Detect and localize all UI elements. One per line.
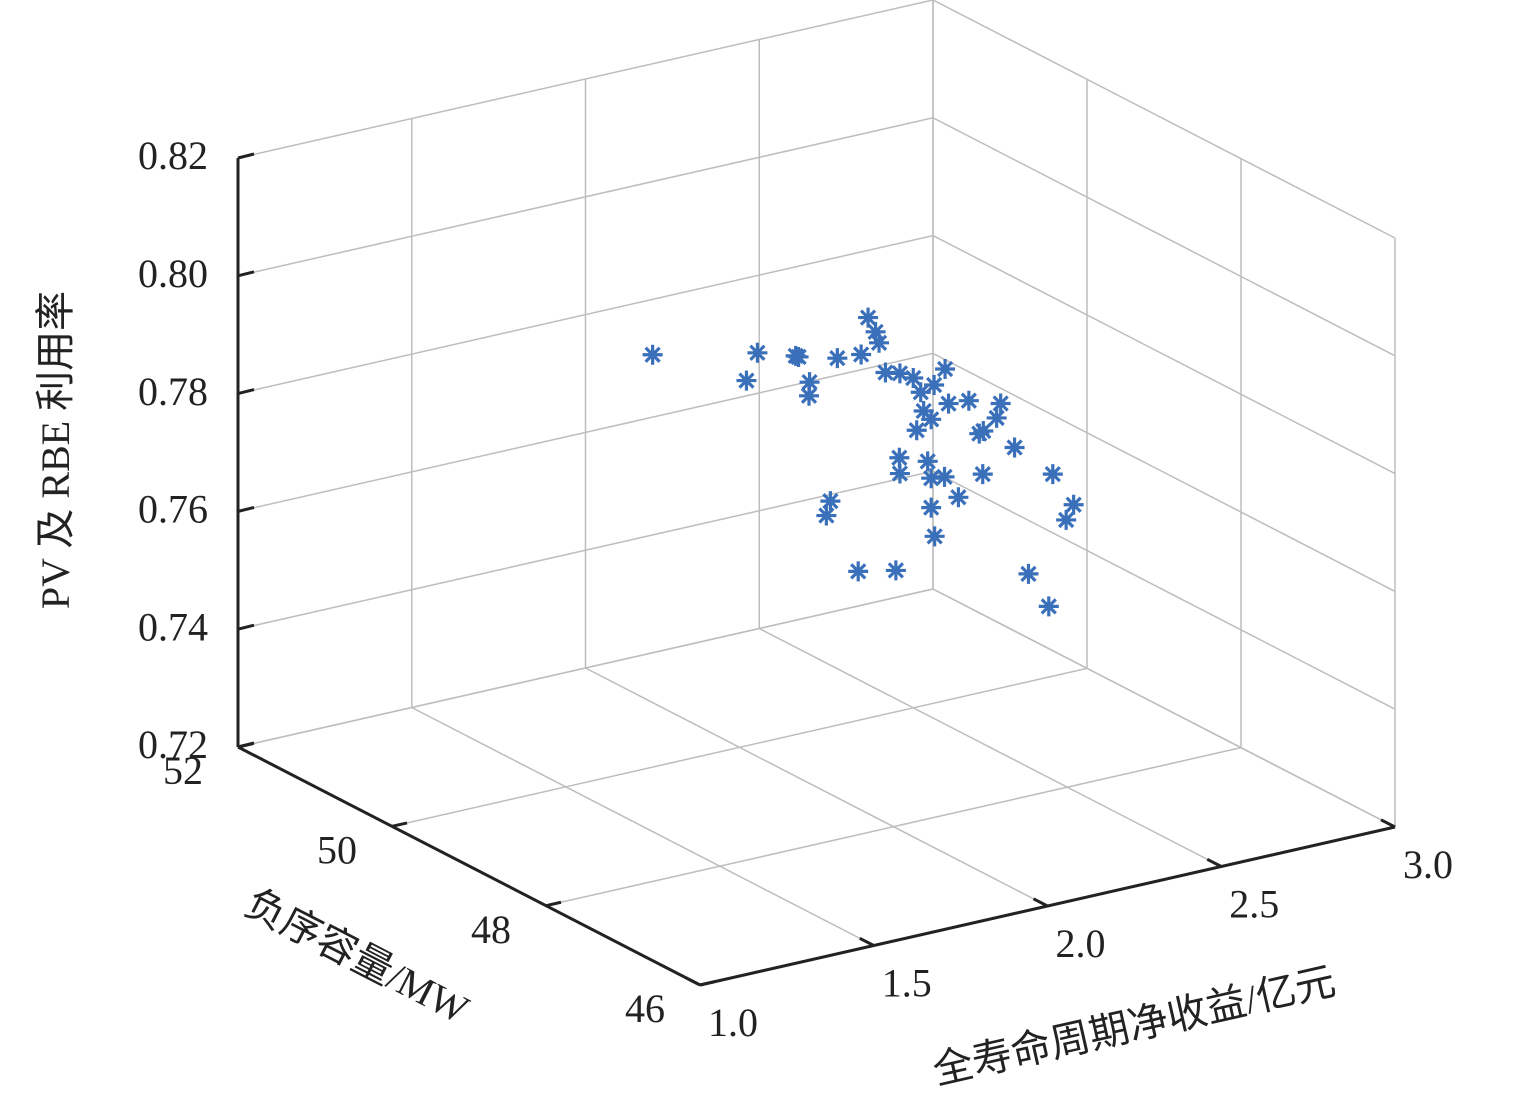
point xyxy=(848,561,869,582)
grid-line xyxy=(758,627,1222,868)
point xyxy=(889,447,910,468)
point xyxy=(889,363,910,384)
y-tick-label: 52 xyxy=(163,748,203,793)
y-tick-label: 48 xyxy=(471,907,511,952)
y-tick xyxy=(545,900,562,908)
grid-line xyxy=(932,352,1396,593)
point xyxy=(990,393,1011,414)
point xyxy=(924,375,945,396)
z-tick xyxy=(237,270,255,278)
point xyxy=(986,407,1007,428)
point xyxy=(788,346,809,367)
point xyxy=(938,393,959,414)
points xyxy=(642,307,1084,617)
y-tick-label: 46 xyxy=(625,986,665,1031)
y-tick xyxy=(391,821,408,828)
grid-line xyxy=(545,746,1242,907)
point xyxy=(917,451,938,472)
point xyxy=(747,342,768,363)
z-tick-label: 0.76 xyxy=(138,487,208,532)
point xyxy=(1038,596,1059,617)
x-tick-label: 1.0 xyxy=(708,1000,758,1045)
z-tick-label: 0.82 xyxy=(138,133,208,178)
point xyxy=(642,344,663,365)
point xyxy=(969,423,990,444)
point xyxy=(921,497,942,518)
point xyxy=(1042,464,1063,485)
x-tick xyxy=(1380,818,1396,829)
y-axis-label: 负序容量/MW xyxy=(238,880,476,1032)
x-tick-label: 1.5 xyxy=(882,961,932,1006)
point xyxy=(934,466,955,487)
z-tick-label: 0.74 xyxy=(138,604,208,649)
grid-line xyxy=(932,117,1396,357)
point xyxy=(1063,494,1084,515)
point xyxy=(913,400,934,421)
point xyxy=(948,487,969,508)
point xyxy=(799,372,820,393)
point xyxy=(816,505,837,526)
point xyxy=(827,348,848,369)
point xyxy=(869,332,890,353)
point xyxy=(903,367,924,388)
point xyxy=(858,307,879,328)
y-tick xyxy=(699,980,716,987)
x-tick xyxy=(1206,857,1222,868)
z-tick-label: 0.72 xyxy=(138,722,208,767)
grid-line xyxy=(391,667,1088,828)
point xyxy=(924,526,945,547)
point xyxy=(972,464,993,485)
grid-line xyxy=(932,588,1396,828)
point xyxy=(885,560,906,581)
grid-line xyxy=(932,234,1396,475)
z-tick xyxy=(237,152,255,160)
point xyxy=(865,321,886,342)
x-tick-label: 2.5 xyxy=(1229,882,1279,927)
point xyxy=(958,390,979,411)
point xyxy=(921,409,942,430)
x-axis-label: 全寿命周期净收益/亿元 xyxy=(929,958,1340,1093)
point xyxy=(736,370,757,391)
y-tick xyxy=(237,742,254,749)
point xyxy=(906,420,927,441)
x-tick-label: 2.0 xyxy=(1056,921,1106,966)
point xyxy=(921,468,942,489)
y-axis xyxy=(237,745,701,987)
grid-line xyxy=(411,706,875,947)
z-tick-label: 0.78 xyxy=(138,369,208,414)
point xyxy=(799,385,819,406)
point xyxy=(910,382,931,403)
z-axis-label: PV 及 RBE 利用率 xyxy=(33,291,78,609)
point xyxy=(1056,509,1077,530)
z-tick-label: 0.80 xyxy=(138,251,208,296)
x-tick xyxy=(1032,897,1049,908)
grid-line xyxy=(932,0,1396,239)
point xyxy=(851,344,872,365)
grid-line xyxy=(585,667,1048,907)
y-tick-label: 50 xyxy=(317,828,357,873)
grid-line xyxy=(932,470,1396,710)
point xyxy=(1018,563,1039,584)
x-tick xyxy=(859,936,875,947)
z-tick xyxy=(237,505,255,513)
grid-line xyxy=(237,588,934,748)
z-tick xyxy=(237,623,255,631)
x-tick xyxy=(685,976,701,987)
x-tick-label: 3.0 xyxy=(1403,842,1453,887)
axes: 0.72 0.74 0.76 0.78 0.80 0.82 46 48 50 52 1.0 1.5 2.… xyxy=(138,133,1453,1045)
point xyxy=(1004,437,1025,458)
point xyxy=(820,491,841,512)
point xyxy=(889,463,910,484)
z-tick xyxy=(237,388,255,396)
point xyxy=(875,362,896,383)
point xyxy=(935,359,956,380)
